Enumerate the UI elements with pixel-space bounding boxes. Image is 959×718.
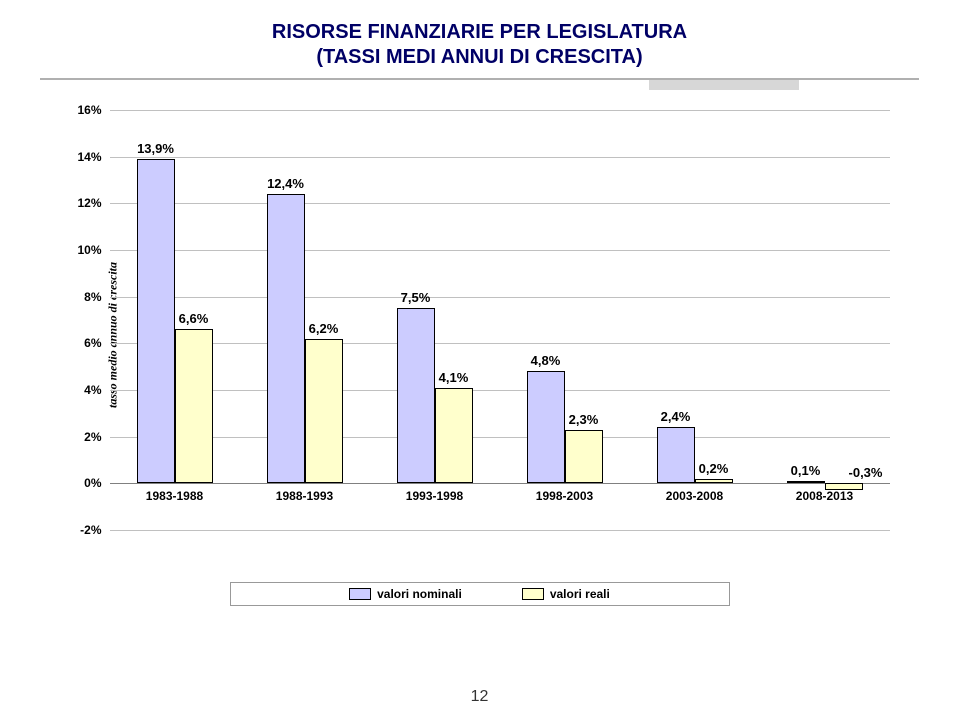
value-label: 4,8% <box>531 353 561 368</box>
value-label: -0,3% <box>849 465 883 480</box>
grid-line <box>110 483 890 484</box>
value-label: 2,4% <box>661 409 691 424</box>
bar <box>397 308 435 483</box>
y-tick-label: 8% <box>84 290 109 304</box>
value-label: 2,3% <box>569 412 599 427</box>
bar-chart: tasso medio annuo di crescita -2%0%2%4%6… <box>50 110 910 560</box>
grid-line <box>110 437 890 438</box>
value-label: 6,6% <box>179 311 209 326</box>
title-line-2: (TASSI MEDI ANNUI DI CRESCITA) <box>40 45 919 70</box>
value-label: 0,1% <box>791 463 821 478</box>
bar <box>565 430 603 484</box>
y-tick-label: 10% <box>77 243 109 257</box>
header-divider <box>40 78 919 92</box>
plot-area: -2%0%2%4%6%8%10%12%14%16%1983-198813,9%6… <box>110 110 890 530</box>
y-tick-label: 12% <box>77 196 109 210</box>
chart-title: RISORSE FINANZIARIE PER LEGISLATURA (TAS… <box>40 20 919 70</box>
y-tick-label: 16% <box>77 103 109 117</box>
title-line-1: RISORSE FINANZIARIE PER LEGISLATURA <box>40 20 919 45</box>
bar <box>787 481 825 483</box>
bar <box>137 159 175 483</box>
value-label: 4,1% <box>439 370 469 385</box>
x-tick-label: 1993-1998 <box>406 483 463 503</box>
x-tick-label: 1998-2003 <box>536 483 593 503</box>
x-tick-label: 1983-1988 <box>146 483 203 503</box>
grid-line <box>110 297 890 298</box>
value-label: 12,4% <box>267 176 304 191</box>
value-label: 0,2% <box>699 461 729 476</box>
legend-item-nominali: valori nominali <box>349 587 462 601</box>
x-tick-label: 1988-1993 <box>276 483 333 503</box>
page-number: 12 <box>471 688 489 706</box>
bar <box>435 388 473 484</box>
value-label: 7,5% <box>401 290 431 305</box>
y-tick-label: -2% <box>80 523 109 537</box>
grid-line <box>110 203 890 204</box>
grid-line <box>110 530 890 531</box>
y-tick-label: 2% <box>84 430 109 444</box>
x-tick-label: 2003-2008 <box>666 483 723 503</box>
legend-swatch-icon <box>522 588 544 600</box>
grid-line <box>110 390 890 391</box>
grid-line <box>110 250 890 251</box>
value-label: 13,9% <box>137 141 174 156</box>
legend-item-reali: valori reali <box>522 587 610 601</box>
y-tick-label: 4% <box>84 383 109 397</box>
value-label: 6,2% <box>309 321 339 336</box>
y-tick-label: 14% <box>77 150 109 164</box>
bar <box>175 329 213 483</box>
legend-label: valori nominali <box>377 587 462 601</box>
y-tick-label: 0% <box>84 476 109 490</box>
grid-line <box>110 343 890 344</box>
grid-line <box>110 110 890 111</box>
grid-line <box>110 157 890 158</box>
y-tick-label: 6% <box>84 336 109 350</box>
bar <box>527 371 565 483</box>
bar <box>825 483 863 490</box>
bar <box>695 479 733 484</box>
legend: valori nominali valori reali <box>230 582 730 606</box>
bar <box>657 427 695 483</box>
legend-label: valori reali <box>550 587 610 601</box>
legend-swatch-icon <box>349 588 371 600</box>
bar <box>267 194 305 483</box>
bar <box>305 339 343 484</box>
